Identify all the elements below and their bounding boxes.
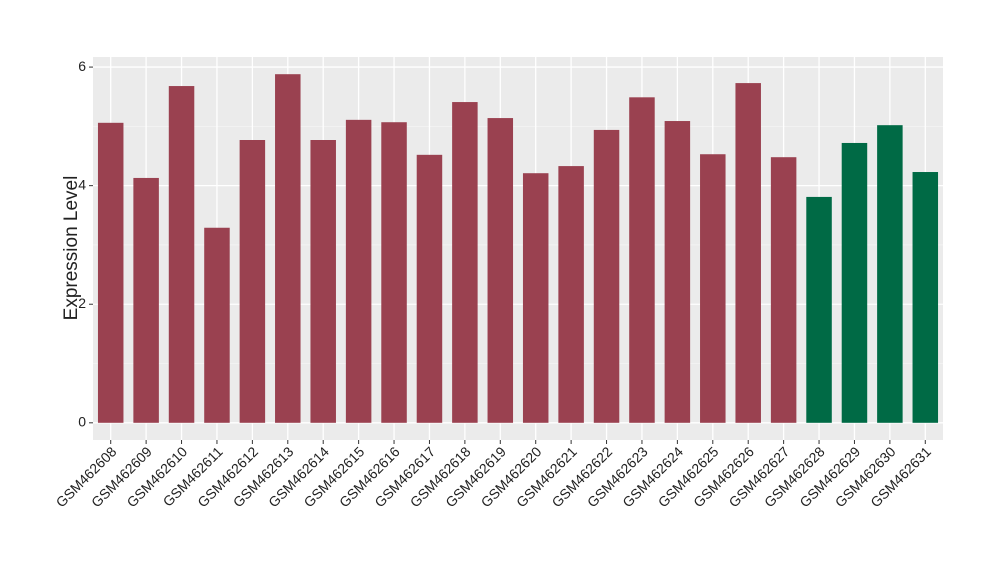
- bar: [381, 122, 407, 423]
- y-axis-title: Expression Level: [61, 176, 82, 321]
- bar: [133, 177, 159, 423]
- bar: [735, 83, 761, 423]
- bar: [664, 121, 691, 423]
- bar: [275, 74, 301, 423]
- bar: [806, 196, 832, 423]
- bar: [770, 157, 797, 423]
- bar: [558, 166, 584, 423]
- bar: [452, 102, 478, 423]
- y-tick-label: 2: [78, 295, 86, 311]
- bar: [345, 119, 372, 423]
- bar: [522, 173, 549, 423]
- bar: [629, 97, 655, 423]
- bar: [593, 129, 620, 423]
- bar: [310, 140, 336, 423]
- bar: [97, 122, 124, 423]
- bar: [416, 154, 443, 423]
- bar: [841, 142, 868, 423]
- bar: [487, 118, 514, 423]
- y-tick-label: 0: [78, 414, 86, 430]
- bar: [700, 154, 726, 423]
- bar: [877, 125, 903, 423]
- bar: [204, 227, 230, 423]
- panel: [93, 57, 943, 440]
- y-tick-label: 4: [78, 176, 86, 192]
- y-tick-label: 6: [78, 58, 86, 74]
- bar: [912, 172, 939, 423]
- bar: [168, 86, 195, 423]
- bar: [239, 140, 266, 423]
